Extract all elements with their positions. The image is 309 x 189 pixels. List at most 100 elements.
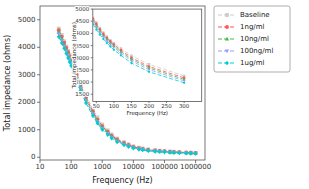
y-tick-label: 4500 [75,18,89,24]
data-point [184,151,188,156]
y-tick [91,69,93,70]
data-point [93,18,94,21]
series [93,23,186,85]
series-line [93,24,184,83]
data-point [172,151,176,155]
x-tick-label: 10000 [122,163,144,171]
data-point [189,151,193,156]
data-point [84,101,88,106]
data-point [194,151,198,155]
x-tick-label: 250 [161,103,172,109]
legend-marker [225,25,229,29]
plot-data [93,16,186,85]
y-tick [91,57,93,58]
x-tick-label: 10 [36,163,45,171]
data-point [148,70,151,73]
data-point [194,152,198,156]
y-tick-label: 4000 [75,30,89,36]
data-point [60,41,64,46]
data-point [120,54,123,57]
y-tick-label: 2000 [75,79,89,85]
chart-1: 1500200025003000350040004500500050100150… [71,6,202,117]
data-point [122,143,126,147]
data-point [93,23,94,26]
data-point [177,151,181,155]
y-tick [91,9,93,10]
plot-frame [93,9,202,101]
data-point [172,150,176,155]
x-tick-label: 300 [179,103,190,109]
y-tick [91,21,93,22]
data-point [131,146,135,150]
y-tick-label: 5000 [18,16,36,24]
chart-0: 0100020003000400050001010010001000010000… [3,6,211,185]
data-point [163,150,167,155]
y-tick [37,19,40,20]
y-tick [91,82,93,83]
data-point [95,24,98,27]
legend-marker [225,61,229,66]
data-point [137,147,141,152]
data-point [106,132,110,137]
x-tick-label: 100 [64,163,77,171]
series-line [93,22,184,81]
data-point [183,81,186,84]
data-point [153,150,157,154]
legend-marker [225,49,229,53]
data-point [127,144,131,149]
data-point [184,151,188,155]
legend-marker [225,13,229,17]
data-point [189,152,193,156]
x-axis-label: Frequency (Hz) [127,110,168,117]
data-point [64,51,68,56]
data-point [98,29,101,32]
data-point [115,140,119,145]
y-tick [37,102,40,103]
data-point [141,148,145,152]
data-point [99,33,102,36]
legend: Baseline1ng/ml10ng/ml100ng/ml1ug/ml [214,6,290,72]
data-point [95,28,98,31]
data-point [109,45,112,48]
data-point [146,149,150,154]
y-tick-label: 0 [31,153,35,161]
x-tick-label: 50 [93,103,100,109]
data-point [102,37,105,40]
data-point [100,127,104,132]
series-line [93,18,184,78]
series-line [93,20,184,79]
data-point [122,143,126,148]
y-tick-label: 3500 [75,43,89,49]
y-tick [91,94,93,95]
data-point [158,150,162,155]
data-point [153,149,157,154]
series [93,18,186,80]
y-tick-label: 5000 [75,6,89,12]
chart-svg: 0100020003000400050001010010001000010000… [0,0,309,189]
legend-label: 1ug/ml [240,59,265,67]
data-point [110,136,114,141]
legend-label: 10ng/ml [240,35,269,43]
data-point [130,62,133,65]
data-point [113,48,116,51]
data-point [148,66,151,69]
legend-label: 100ng/ml [240,47,273,55]
x-tick-label: 100000 [151,163,178,171]
data-point [177,151,181,156]
data-point [146,149,150,153]
data-point [62,46,66,51]
data-point [57,35,61,40]
y-tick-label: 4000 [18,43,36,51]
y-tick-label: 3000 [18,71,36,79]
plot-background [93,9,202,101]
y-tick [37,157,40,158]
y-axis-label: Total impedance (ohms) [3,35,12,132]
data-point [126,145,130,149]
x-tick-label: 200 [144,103,155,109]
data-point [137,147,141,151]
data-point [168,151,172,155]
y-tick-label: 3000 [75,55,89,61]
y-tick-label: 2500 [75,67,89,73]
y-tick-label: 1500 [75,91,89,97]
y-tick [37,47,40,48]
